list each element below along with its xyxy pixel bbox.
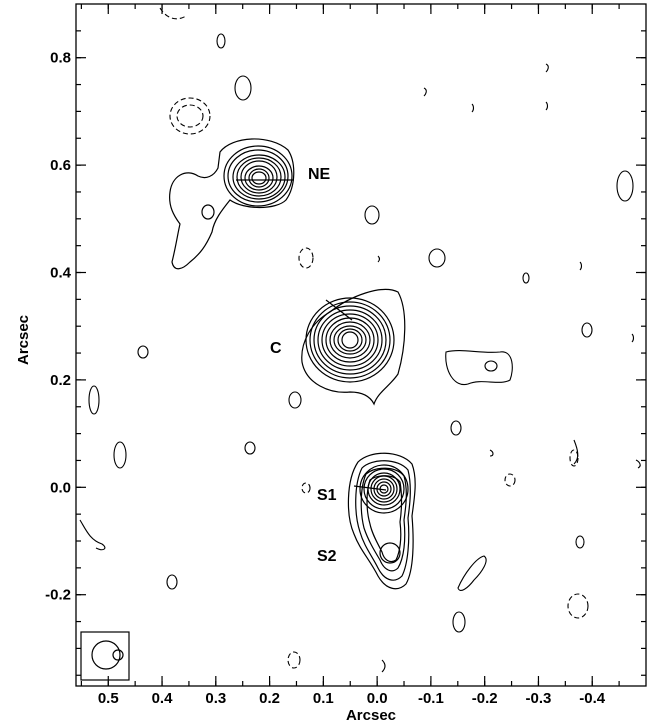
y-tick-label: 0.0 bbox=[50, 479, 71, 496]
x-tick-label: 0.5 bbox=[98, 690, 119, 707]
x-tick-label: 0.4 bbox=[152, 690, 174, 707]
y-tick-label: 0.6 bbox=[50, 157, 71, 174]
x-axis-title: Arcsec bbox=[346, 707, 396, 724]
source-label-s1: S1 bbox=[317, 487, 337, 504]
noise-contours bbox=[79, 33, 641, 673]
plot-frame bbox=[75, 3, 647, 687]
y-tick-label: -0.2 bbox=[45, 587, 71, 604]
y-tick-labels: 0.8 0.6 0.4 0.2 0.0 -0.2 bbox=[45, 50, 72, 604]
x-tick-label: 0.0 bbox=[367, 690, 388, 707]
source-label-c: C bbox=[270, 340, 282, 357]
y-axis-title: Arcsec bbox=[15, 315, 32, 365]
contours-ne bbox=[169, 138, 295, 270]
contours-c bbox=[301, 288, 406, 406]
x-tick-labels: 0.5 0.4 0.3 0.2 0.1 0.0 -0.1 -0.2 -0.3 -0.4 bbox=[98, 690, 606, 707]
x-tick-label: 0.1 bbox=[313, 690, 334, 707]
y-tick-label: 0.2 bbox=[50, 372, 71, 389]
x-tick-label: -0.3 bbox=[526, 690, 552, 707]
axis-ticks bbox=[76, 4, 646, 686]
x-tick-label: 0.3 bbox=[205, 690, 226, 707]
x-tick-label: -0.1 bbox=[418, 690, 444, 707]
y-tick-label: 0.4 bbox=[50, 265, 72, 282]
x-tick-label: 0.2 bbox=[259, 690, 280, 707]
source-label-ne: NE bbox=[308, 166, 331, 183]
y-tick-label: 0.8 bbox=[50, 50, 71, 67]
contours-s1-s2 bbox=[347, 452, 416, 590]
x-tick-label: -0.2 bbox=[472, 690, 498, 707]
negative-contours bbox=[159, 7, 589, 669]
beam-inset bbox=[80, 631, 130, 681]
x-tick-label: -0.4 bbox=[579, 690, 606, 707]
source-label-s2: S2 bbox=[317, 548, 337, 565]
